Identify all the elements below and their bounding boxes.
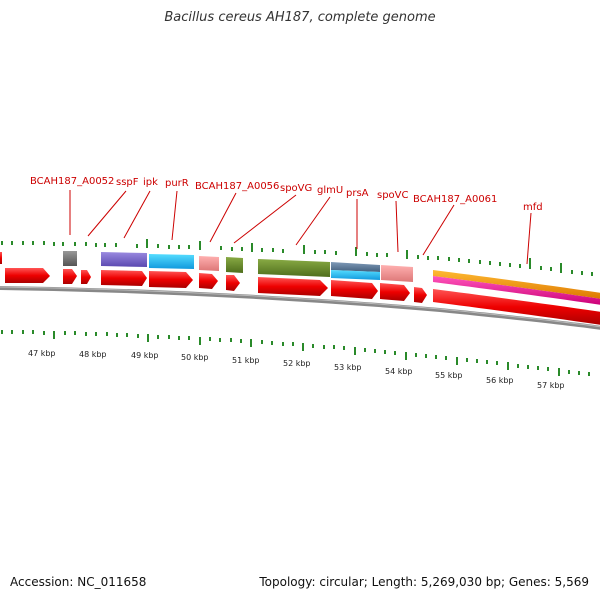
cds-arrow xyxy=(331,280,378,299)
feature-lane-magenta xyxy=(433,276,600,305)
cds-arrow xyxy=(101,270,147,286)
feature-box xyxy=(331,270,380,280)
kbp-label: 49 kbp xyxy=(131,351,159,360)
gene-label: BCAH187_A0056 xyxy=(195,181,279,192)
lower-tick-ring xyxy=(1,330,590,376)
cds-arrow xyxy=(258,277,328,296)
gene-label: spoVG xyxy=(280,183,312,194)
cds-arrow xyxy=(63,269,77,284)
cds-track xyxy=(5,268,600,325)
cds-arrow xyxy=(199,273,218,289)
genome-info-text: Topology: circular; Length: 5,269,030 bp… xyxy=(259,575,589,589)
cds-lane xyxy=(433,289,600,325)
kbp-label: 48 kbp xyxy=(79,350,107,359)
feature-box xyxy=(0,252,2,264)
gene-label: spoVC xyxy=(377,190,409,201)
upper-tick-ring xyxy=(1,239,593,276)
feature-lane-orange xyxy=(433,270,600,299)
kbp-label: 57 kbp xyxy=(537,381,565,390)
feature-box xyxy=(381,265,413,282)
gene-label-group: BCAH187_A0052 sspF ipk purR BCAH187_A005… xyxy=(30,176,543,213)
label-leaders xyxy=(69,190,532,265)
gene-label: BCAH187_A0061 xyxy=(413,194,497,205)
feature-box xyxy=(101,252,147,267)
kbp-label: 50 kbp xyxy=(181,353,209,362)
gene-label: prsA xyxy=(346,188,369,199)
kbp-label: 56 kbp xyxy=(486,376,514,385)
cds-arrow xyxy=(226,275,240,291)
genome-title: Bacillus cereus AH187, complete genome xyxy=(164,10,436,25)
kbp-label: 55 kbp xyxy=(435,371,463,380)
feature-track xyxy=(0,251,600,305)
cds-arrow xyxy=(81,270,91,284)
kbp-label: 51 kbp xyxy=(232,356,260,365)
cds-arrow xyxy=(414,287,427,303)
kbp-label: 54 kbp xyxy=(385,367,413,376)
accession-text: Accession: NC_011658 xyxy=(10,575,147,589)
gene-label: purR xyxy=(165,178,189,189)
feature-box xyxy=(199,256,219,271)
kbp-label: 47 kbp xyxy=(28,349,56,358)
kbp-label-group: 47 kbp 48 kbp 49 kbp 50 kbp 51 kbp 52 kb… xyxy=(28,349,565,390)
kbp-label: 52 kbp xyxy=(283,359,311,368)
kbp-label: 53 kbp xyxy=(334,363,362,372)
cds-arrow xyxy=(380,283,410,301)
feature-box xyxy=(226,257,243,273)
gene-label: sspF xyxy=(116,177,139,188)
cds-arrow xyxy=(5,268,50,283)
gene-label: ipk xyxy=(143,177,158,188)
feature-box xyxy=(331,262,380,272)
feature-box xyxy=(63,251,77,266)
genome-backbone xyxy=(0,286,600,330)
feature-box xyxy=(258,259,330,277)
gene-label: mfd xyxy=(523,202,543,213)
gene-label: BCAH187_A0052 xyxy=(30,176,114,187)
gene-label: glmU xyxy=(317,185,343,196)
feature-box xyxy=(149,254,194,269)
cds-arrow xyxy=(149,271,193,288)
